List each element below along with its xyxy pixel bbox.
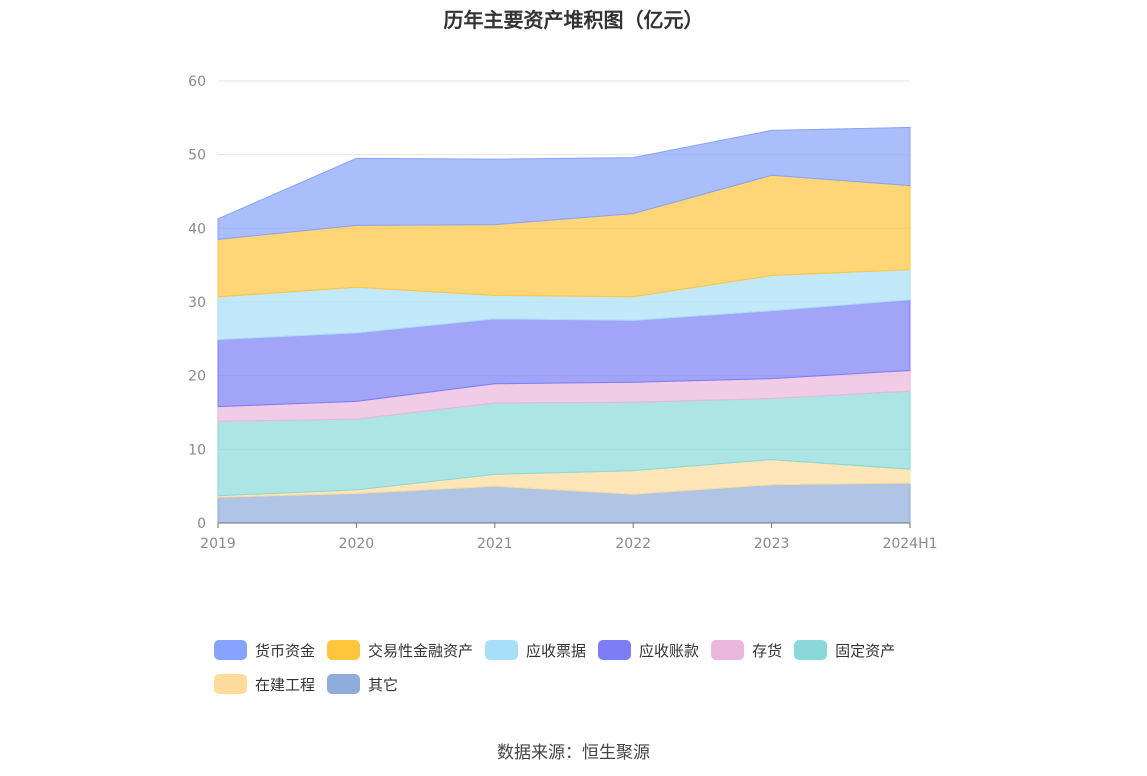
legend-label: 应收票据 (526, 641, 587, 660)
legend-label: 在建工程 (255, 675, 316, 694)
legend-swatch (598, 640, 632, 660)
legend-item[interactable]: 其它 (327, 672, 398, 696)
y-tick-label: 10 (188, 442, 206, 458)
y-tick-label: 30 (188, 295, 206, 311)
y-tick-label: 50 (188, 148, 206, 164)
legend-swatch (794, 640, 828, 660)
legend-item[interactable]: 存货 (711, 638, 782, 662)
legend-label: 固定资产 (835, 641, 896, 660)
legend-label: 交易性金融资产 (368, 641, 474, 660)
legend-label: 货币资金 (255, 641, 316, 660)
chart-title: 历年主要资产堆积图（亿元） (443, 8, 704, 32)
x-tick-label: 2023 (754, 536, 790, 552)
legend-item[interactable]: 应收账款 (598, 638, 699, 662)
legend-item[interactable]: 交易性金融资产 (327, 638, 473, 662)
legend-swatch (214, 640, 247, 660)
y-tick-label: 60 (188, 74, 206, 90)
legend-swatch (711, 640, 745, 660)
legend-item[interactable]: 固定资产 (794, 638, 895, 662)
legend-label: 其它 (368, 675, 399, 694)
legend-label: 应收账款 (639, 641, 700, 660)
legend-label: 存货 (752, 641, 783, 660)
x-tick-label: 2020 (339, 536, 375, 552)
x-tick-label: 2019 (200, 536, 236, 552)
y-tick-label: 0 (197, 516, 206, 532)
legend-item[interactable]: 应收票据 (485, 638, 586, 662)
area-series (217, 126, 911, 524)
legend-swatch (327, 674, 361, 694)
x-tick-label: 2024H1 (882, 536, 937, 552)
legend-item[interactable]: 货币资金 (214, 638, 315, 662)
area-series-货币资金 (217, 126, 911, 240)
data-source-note: 数据来源：恒生聚源 (497, 743, 650, 763)
legend: 货币资金 交易性金融资产 应收票据 应收账款 存货 固定资产在建工程 其它 (214, 638, 954, 706)
axes: 0 10 20 30 40 50 60 2019 2020 2021 2022 2023 2024H1 (188, 74, 937, 552)
legend-swatch (485, 640, 519, 660)
legend-swatch (214, 674, 247, 694)
x-tick-label: 2021 (477, 536, 513, 552)
y-tick-label: 40 (188, 221, 206, 237)
legend-item[interactable]: 在建工程 (214, 672, 315, 696)
legend-swatch (327, 640, 361, 660)
y-tick-label: 20 (188, 369, 206, 385)
x-tick-label: 2022 (615, 536, 651, 552)
